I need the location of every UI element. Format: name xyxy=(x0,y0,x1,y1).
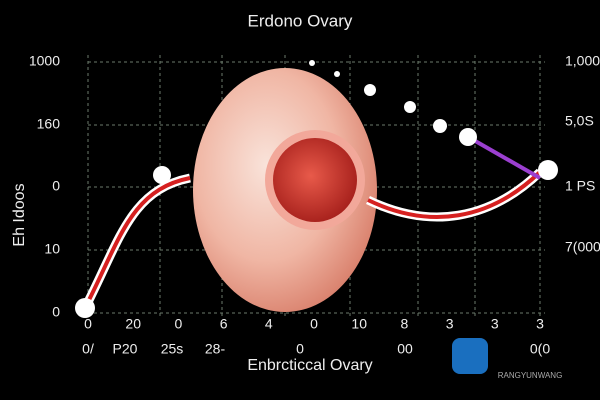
right-label: 1,000 xyxy=(565,53,600,69)
left-label: 160 xyxy=(37,116,61,132)
bottom-label: 0/ xyxy=(82,341,94,357)
dot xyxy=(459,128,477,146)
bottom-label: 3 xyxy=(446,316,454,332)
bottom-label: 28- xyxy=(205,341,226,357)
right-label: 7(000 xyxy=(565,239,600,255)
left-label: 0 xyxy=(52,304,60,320)
dot xyxy=(433,119,447,133)
left-label: 10 xyxy=(44,241,60,257)
dot xyxy=(309,60,315,66)
bottom-label: 00 xyxy=(397,341,413,357)
curve-outline xyxy=(80,173,191,311)
dot xyxy=(538,160,558,180)
dot xyxy=(153,166,171,184)
bottom-label: 3 xyxy=(536,316,544,332)
bottom-label: 0 xyxy=(296,341,304,357)
dots xyxy=(75,60,558,318)
purple-line xyxy=(469,136,541,180)
curve xyxy=(367,170,542,219)
right-label: 5,0S xyxy=(565,113,594,129)
left-label: 0 xyxy=(52,178,60,194)
bottom-label: 20 xyxy=(125,316,141,332)
bottom-label: 0 xyxy=(84,316,92,332)
watermark: RANGYUNWANG xyxy=(498,371,563,380)
bottom-label: 0 xyxy=(175,316,183,332)
bottom-label: 0(0 xyxy=(530,341,550,357)
right-label: 1 PS xyxy=(565,178,595,194)
curve xyxy=(83,176,191,309)
left-label: 1000 xyxy=(29,53,60,69)
logo xyxy=(452,338,488,374)
bottom-label: 3 xyxy=(491,316,499,332)
dot xyxy=(364,84,376,96)
bottom-label: 25s xyxy=(161,341,184,357)
dot xyxy=(404,101,416,113)
follicle xyxy=(273,138,357,222)
bottom-label: P20 xyxy=(113,341,138,357)
dot xyxy=(75,298,95,318)
bottom-label: 0 xyxy=(310,316,318,332)
bottom-label: 8 xyxy=(401,316,409,332)
bottom-label: 4 xyxy=(265,316,273,332)
bottom-axis-label: Enbrcticcal Ovary xyxy=(247,357,372,374)
title: Erdono Ovary xyxy=(248,11,353,30)
bottom-label: 6 xyxy=(220,316,228,332)
left-axis-label: Eh Idoos xyxy=(11,183,28,246)
bottom-label: 10 xyxy=(351,316,367,332)
dot xyxy=(334,71,340,77)
